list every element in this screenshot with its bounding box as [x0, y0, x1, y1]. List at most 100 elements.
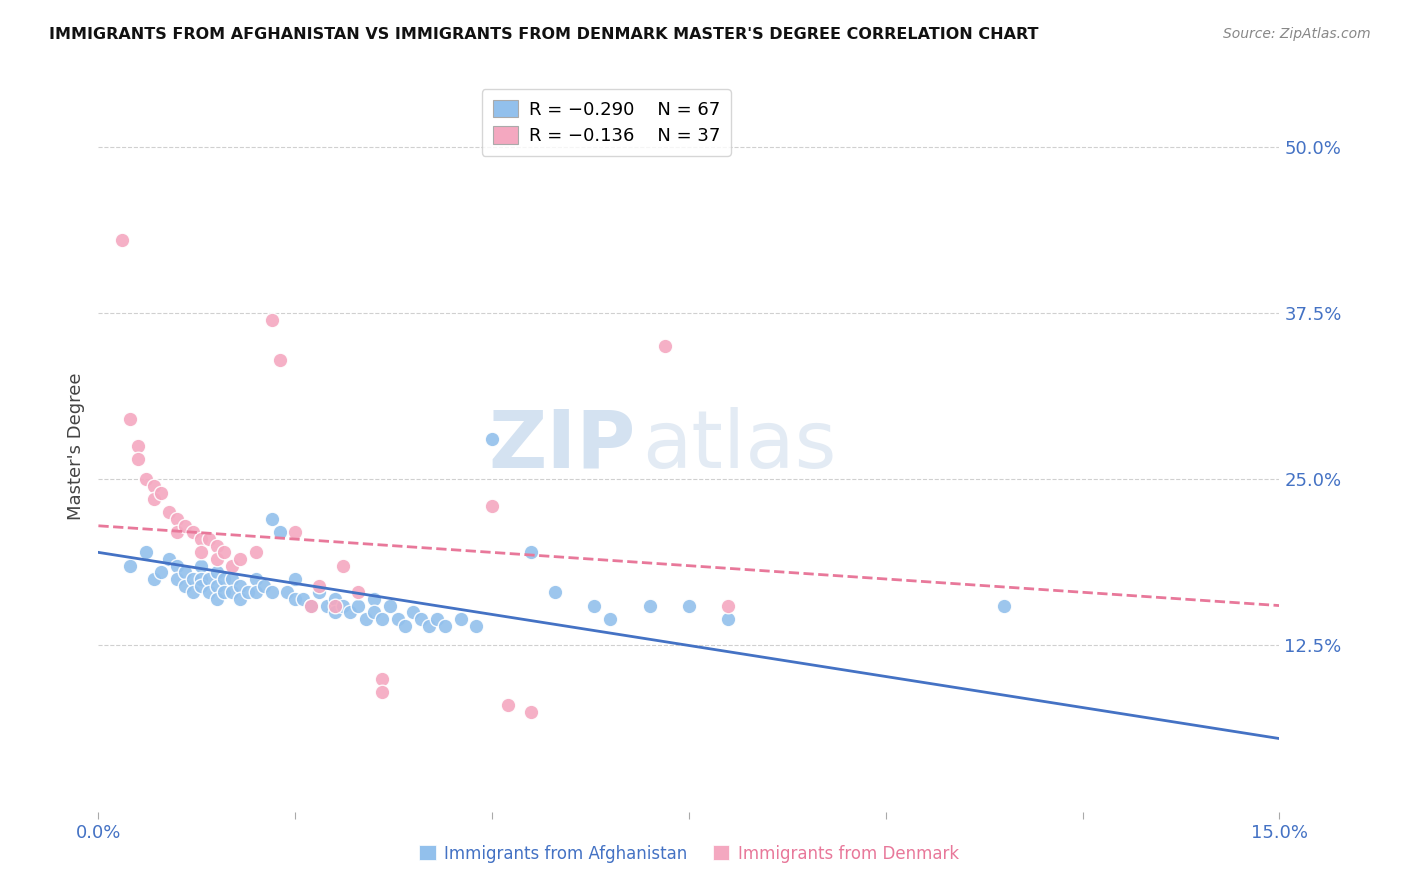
Point — [394, 618, 416, 632]
Point — [197, 585, 219, 599]
Point — [315, 599, 337, 613]
Point — [292, 591, 315, 606]
Point — [418, 618, 440, 632]
Point — [197, 532, 219, 546]
Point — [717, 599, 740, 613]
Point — [245, 572, 267, 586]
Point — [299, 599, 322, 613]
Point — [214, 585, 236, 599]
Point — [465, 618, 488, 632]
Point — [205, 579, 228, 593]
Point — [332, 558, 354, 573]
Point — [363, 591, 385, 606]
Point — [638, 599, 661, 613]
Point — [166, 572, 188, 586]
Point — [544, 585, 567, 599]
Point — [118, 558, 141, 573]
Text: IMMIGRANTS FROM AFGHANISTAN VS IMMIGRANTS FROM DENMARK MASTER'S DEGREE CORRELATI: IMMIGRANTS FROM AFGHANISTAN VS IMMIGRANT… — [49, 27, 1039, 42]
Point — [205, 552, 228, 566]
Point — [157, 552, 180, 566]
Point — [229, 591, 252, 606]
Point — [654, 339, 676, 353]
Point — [363, 605, 385, 619]
Point — [323, 591, 346, 606]
Point — [308, 585, 330, 599]
Point — [450, 612, 472, 626]
Point — [717, 612, 740, 626]
Point — [205, 566, 228, 580]
Point — [269, 525, 291, 540]
Point — [142, 479, 165, 493]
Point — [299, 599, 322, 613]
Point — [260, 312, 283, 326]
Point — [205, 539, 228, 553]
Point — [174, 579, 197, 593]
Point — [371, 685, 394, 699]
Point — [181, 572, 204, 586]
Point — [583, 599, 606, 613]
Point — [142, 572, 165, 586]
Point — [481, 433, 503, 447]
Point — [181, 525, 204, 540]
Point — [678, 599, 700, 613]
Point — [284, 572, 307, 586]
Point — [354, 612, 377, 626]
Point — [190, 532, 212, 546]
Point — [214, 572, 236, 586]
Point — [229, 552, 252, 566]
Point — [190, 545, 212, 559]
Point — [371, 612, 394, 626]
Point — [245, 545, 267, 559]
Point — [135, 545, 157, 559]
Point — [308, 579, 330, 593]
Point — [269, 352, 291, 367]
Point — [260, 512, 283, 526]
Point — [127, 439, 149, 453]
Point — [127, 452, 149, 467]
Point — [150, 485, 173, 500]
Point — [426, 612, 449, 626]
Point — [190, 572, 212, 586]
Point — [284, 591, 307, 606]
Point — [402, 605, 425, 619]
Point — [181, 585, 204, 599]
Point — [166, 525, 188, 540]
Text: ZIP: ZIP — [488, 407, 636, 485]
Text: atlas: atlas — [641, 407, 837, 485]
Point — [520, 545, 543, 559]
Point — [284, 525, 307, 540]
Point — [214, 545, 236, 559]
Point — [150, 566, 173, 580]
Point — [993, 599, 1015, 613]
Point — [371, 672, 394, 686]
Point — [118, 412, 141, 426]
Point — [520, 705, 543, 719]
Point — [599, 612, 621, 626]
Point — [411, 612, 433, 626]
Point — [142, 492, 165, 507]
Point — [332, 599, 354, 613]
Point — [260, 585, 283, 599]
Point — [135, 472, 157, 486]
Point — [496, 698, 519, 713]
Text: Source: ZipAtlas.com: Source: ZipAtlas.com — [1223, 27, 1371, 41]
Point — [221, 558, 243, 573]
Point — [433, 618, 456, 632]
Point — [387, 612, 409, 626]
Point — [190, 558, 212, 573]
Point — [347, 599, 370, 613]
Legend: Immigrants from Afghanistan, Immigrants from Denmark: Immigrants from Afghanistan, Immigrants … — [412, 838, 966, 869]
Point — [339, 605, 361, 619]
Point — [323, 605, 346, 619]
Point — [166, 558, 188, 573]
Point — [221, 585, 243, 599]
Point — [347, 585, 370, 599]
Point — [276, 585, 298, 599]
Point — [111, 233, 134, 247]
Point — [323, 599, 346, 613]
Point — [157, 506, 180, 520]
Point — [174, 566, 197, 580]
Point — [229, 579, 252, 593]
Point — [245, 585, 267, 599]
Point — [174, 518, 197, 533]
